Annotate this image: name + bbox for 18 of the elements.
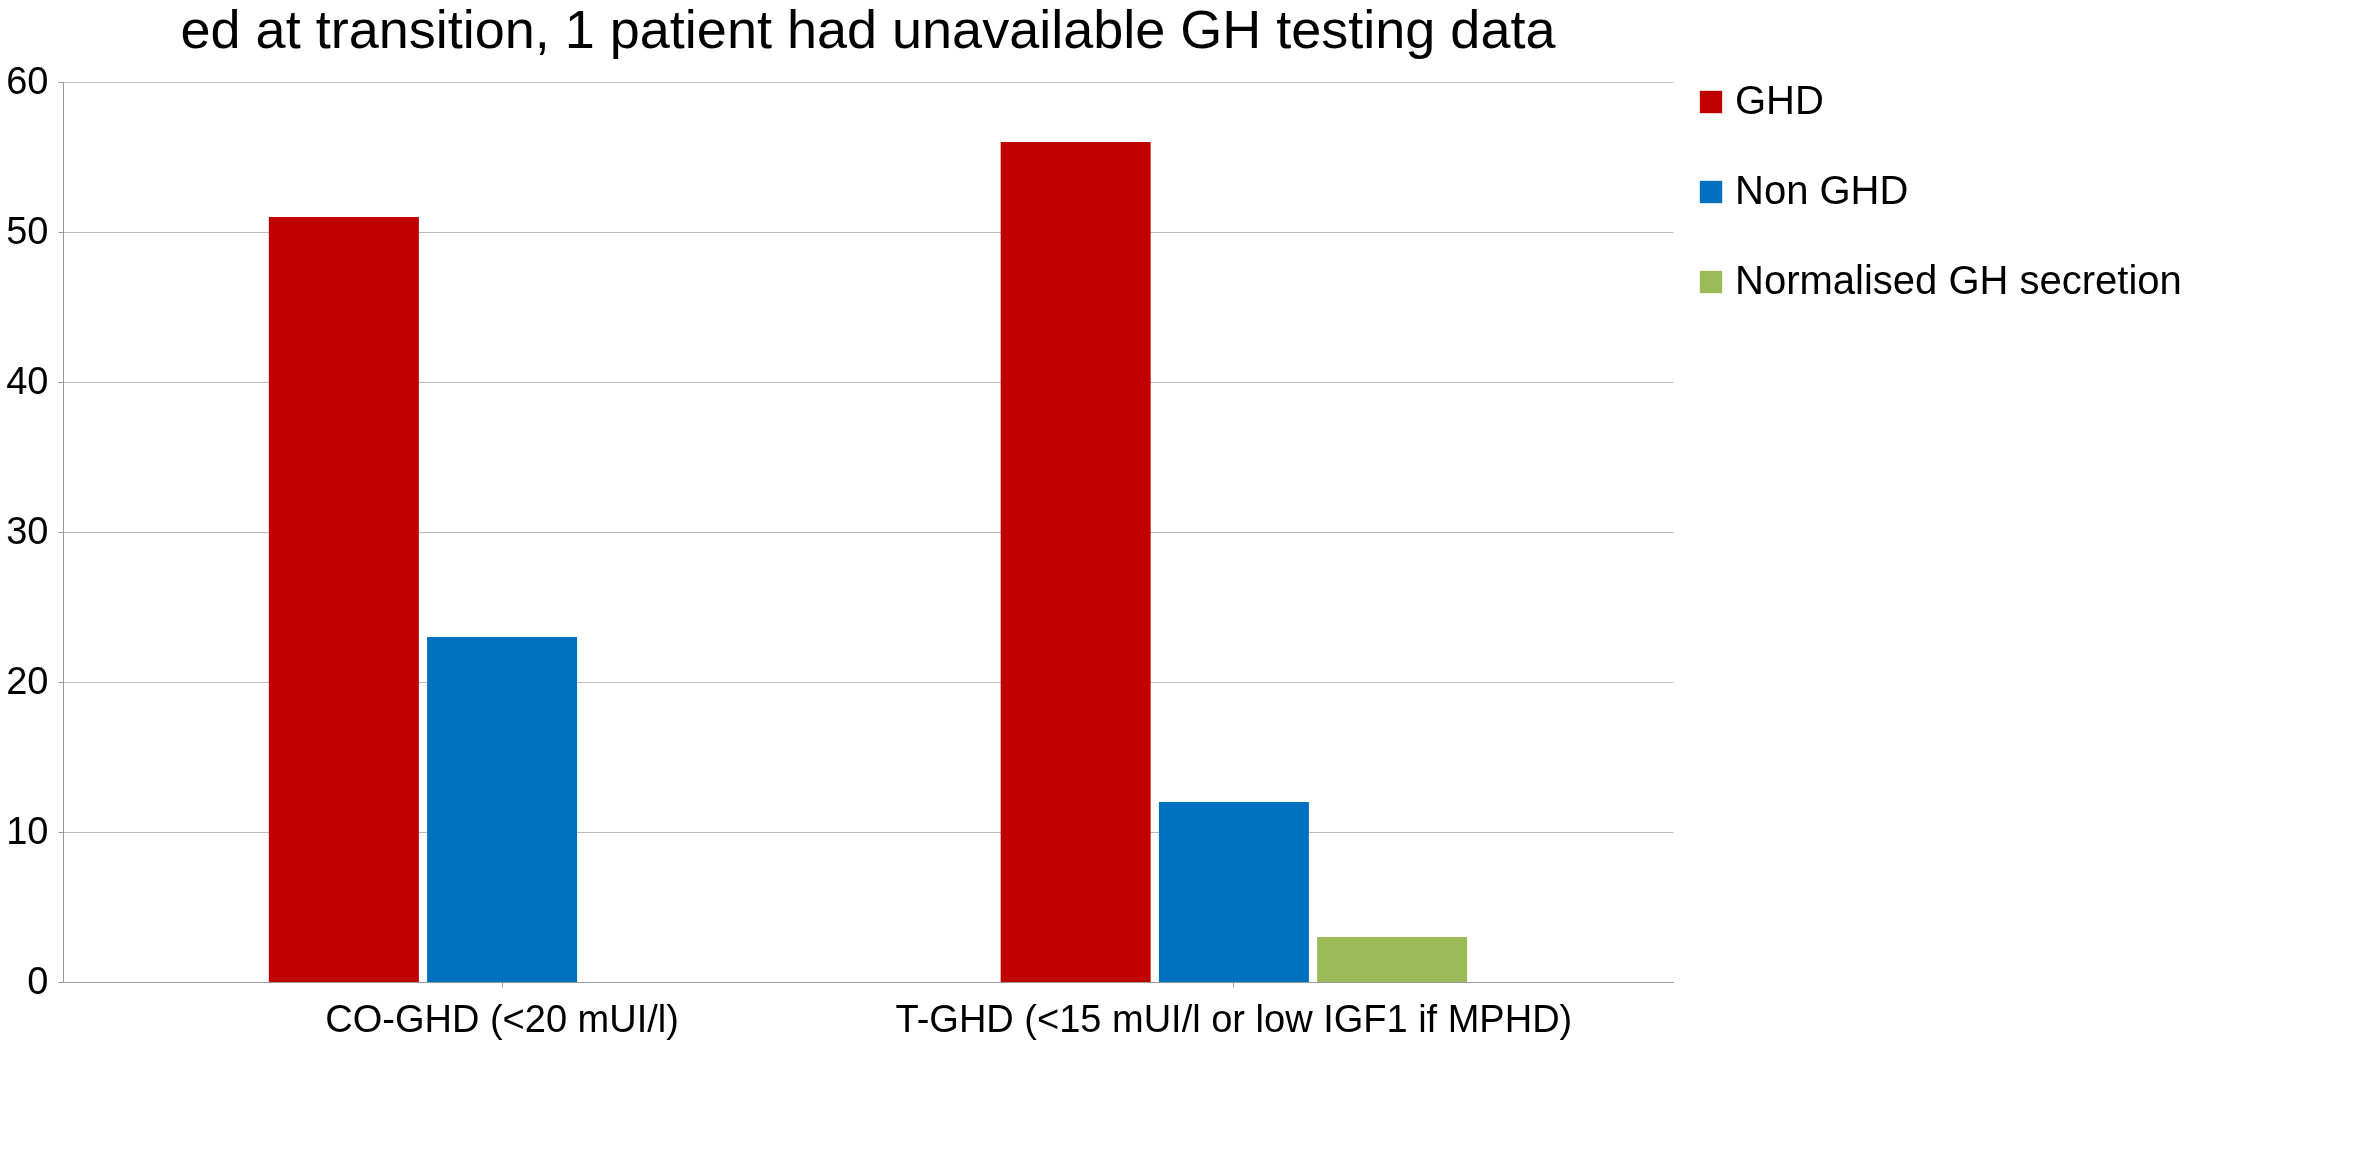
bar <box>268 217 419 982</box>
legend-label: GHD <box>1735 78 1824 122</box>
legend-label: Non GHD <box>1735 168 1909 212</box>
y-tick-label: 20 <box>6 659 49 702</box>
y-tick-label: 60 <box>6 59 49 102</box>
bar <box>427 637 578 982</box>
chart-title: ed at transition, 1 patient had unavailable GH testing data <box>180 0 1557 59</box>
bar <box>1158 802 1309 982</box>
x-tick-label: T-GHD (<15 mUI/l or low IGF1 if MPHD) <box>895 997 1573 1040</box>
y-tick-label: 40 <box>6 359 49 402</box>
bar <box>1000 142 1151 982</box>
legend-label: Normalised GH secretion <box>1735 258 2182 302</box>
x-tick-label: CO-GHD (<20 mUI/l) <box>325 997 679 1040</box>
bar <box>1317 937 1468 982</box>
y-tick-label: 30 <box>6 509 49 552</box>
y-tick-label: 50 <box>6 209 49 252</box>
y-tick-label: 10 <box>6 809 49 852</box>
y-tick-label: 0 <box>27 959 49 1002</box>
